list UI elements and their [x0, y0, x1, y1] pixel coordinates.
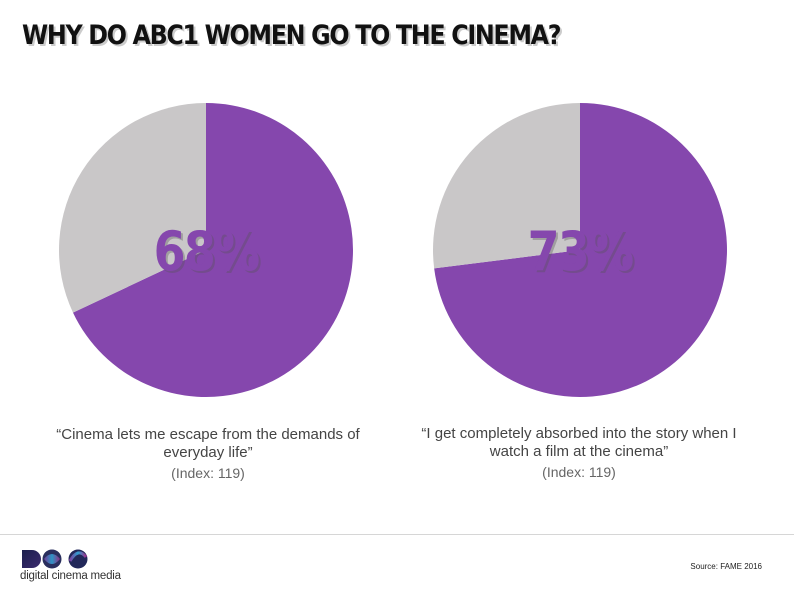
donut-2-slice-2	[433, 103, 580, 269]
page-title: WHY DO ABC1 WOMEN GO TO THE CINEMA?	[22, 20, 562, 51]
donut-2-slice-1	[434, 103, 728, 397]
footer-divider	[0, 534, 794, 535]
source-note: Source: FAME 2016	[690, 562, 762, 571]
donut-1-slice-2	[58, 103, 206, 313]
donut-1-center-label-shadow: 68%	[155, 222, 262, 285]
donut-1-center-label: 68%	[153, 220, 260, 283]
donut-2-center-label: 73%	[527, 220, 634, 283]
page-title-shadow: WHY DO ABC1 WOMEN GO TO THE CINEMA?	[24, 22, 564, 53]
donut-1-index: (Index: 119)	[171, 465, 245, 481]
donut-2-index: (Index: 119)	[542, 464, 616, 480]
dcm-logo-icon	[22, 549, 88, 569]
donut-2-center-label-shadow: 73%	[529, 222, 636, 285]
donut-1-slice-1	[72, 103, 354, 397]
donut-1-quote: “Cinema lets me escape from the demands …	[56, 426, 360, 461]
donut-2-quote: “I get completely absorbed into the stor…	[421, 425, 737, 460]
donut-chart-1	[58, 103, 354, 397]
donut-chart-2	[433, 103, 728, 397]
dcm-logo-text: digital cinema media	[20, 570, 121, 582]
